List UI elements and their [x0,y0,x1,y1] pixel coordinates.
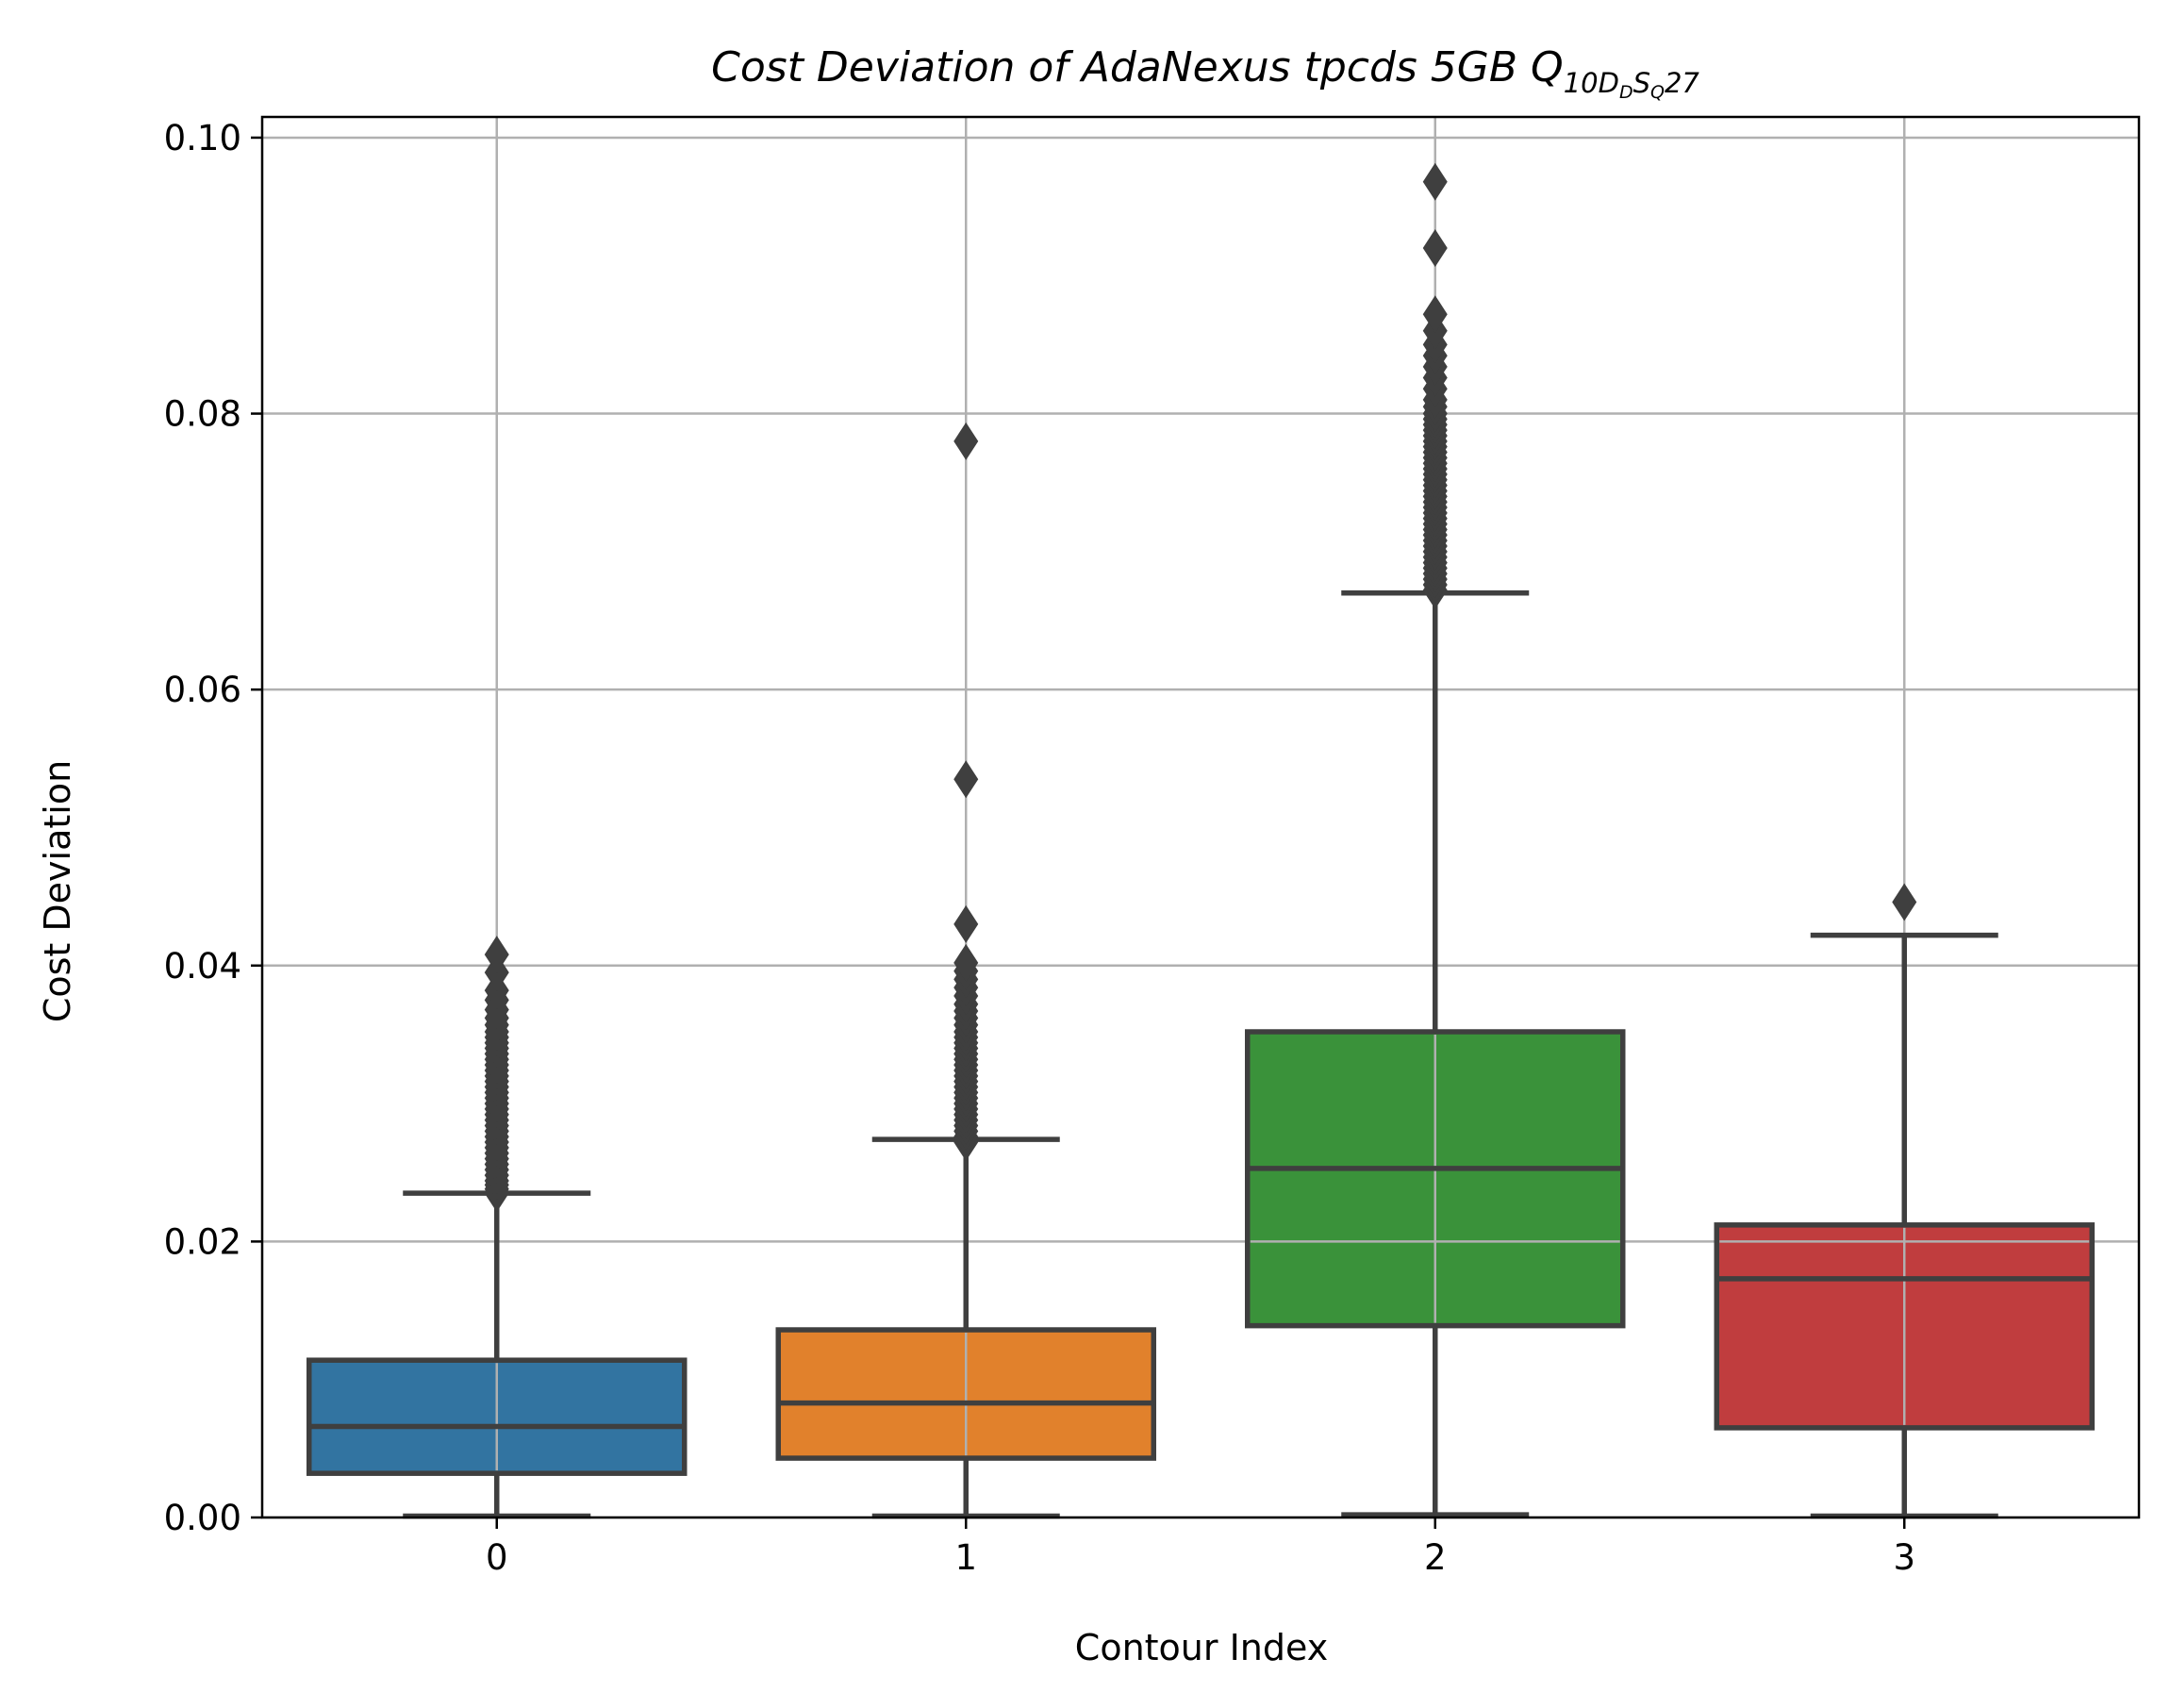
x-tick-label-2: 2 [1424,1537,1447,1578]
plot-frame [260,115,2141,1519]
y-tick-label-0: 0.00 [164,1498,241,1538]
box-group-2 [1245,162,1626,1517]
box-group-3 [1714,883,2095,1519]
chart-title-sub2: S [1633,67,1650,99]
chart-title-sub: 10D [1564,67,1619,99]
outlier-1-29 [953,943,979,982]
y-tick-label-3: 0.06 [164,670,241,710]
outlier-2-42 [1422,228,1448,267]
y-tick-label-4: 0.08 [164,394,241,435]
outlier-1-30 [953,904,979,943]
boxes [307,162,2095,1519]
chart-title-subsub2: Q [1650,82,1665,103]
axes: 0.00 0.02 0.04 0.06 0.08 0.10 0 1 2 3 [164,115,2141,1578]
box-group-0 [307,936,688,1519]
outlier-2-41 [1422,295,1448,334]
y-axis-label: Cost Deviation [37,760,78,1022]
x-tick-label-3: 3 [1893,1537,1915,1578]
outlier-1-31 [953,760,979,799]
y-tick-label-5: 0.10 [164,118,241,158]
x-axis-label: Contour Index [1075,1627,1328,1668]
outlier-2-43 [1422,162,1448,201]
y-tick-label-1: 0.02 [164,1221,241,1262]
outlier-3-0 [1892,883,1917,921]
x-tick-label-0: 0 [486,1537,508,1578]
chart-title: Cost Deviation of AdaNexus tpcds 5GB Q10… [711,43,1699,103]
chart-title-tail: 27 [1665,67,1699,99]
chart-title-main: Cost Deviation of AdaNexus tpcds 5GB Q [711,43,1564,91]
y-tick-label-2: 0.04 [164,946,241,987]
x-tick-label-1: 1 [954,1537,977,1578]
box-group-1 [775,422,1156,1519]
outlier-0-37 [484,936,509,974]
outlier-1-32 [953,422,979,460]
chart-title-subsub: D [1619,82,1633,103]
